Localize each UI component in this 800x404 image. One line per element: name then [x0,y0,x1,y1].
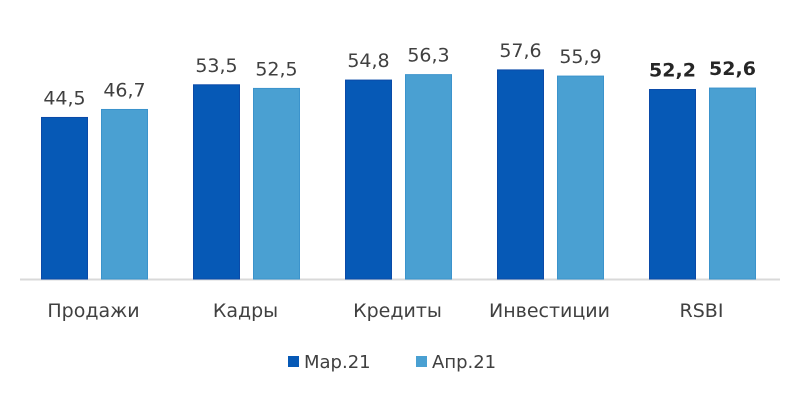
category-label: Инвестиции [489,300,610,322]
data-label: 57,6 [499,40,541,62]
data-label: 55,9 [559,46,601,68]
legend-swatch [416,356,427,367]
bar-mar [649,89,696,280]
bar-mar [345,79,392,280]
data-label: 52,6 [709,58,756,80]
bar-mar [497,69,544,280]
category-label: Кредиты [353,300,442,322]
category-label: RSBI [680,300,724,322]
data-label: 54,8 [347,50,389,72]
bar-mar [193,84,240,280]
bar-mar [41,116,88,280]
data-label: 56,3 [407,45,449,67]
data-label: 53,5 [195,55,237,77]
data-label: 44,5 [43,87,85,109]
category-label: Продажи [47,300,139,322]
data-label: 46,7 [103,79,145,101]
bar-apr [557,75,604,280]
data-label: 52,2 [649,60,696,82]
data-label: 52,5 [255,58,297,80]
bar-apr [709,87,756,280]
legend-label: Апр.21 [432,352,496,373]
bar-apr [253,87,300,280]
category-label: Кадры [213,300,278,322]
bar-apr [101,108,148,280]
legend-swatch [288,356,299,367]
bar-apr [405,74,452,280]
legend-label: Мар.21 [304,352,371,373]
